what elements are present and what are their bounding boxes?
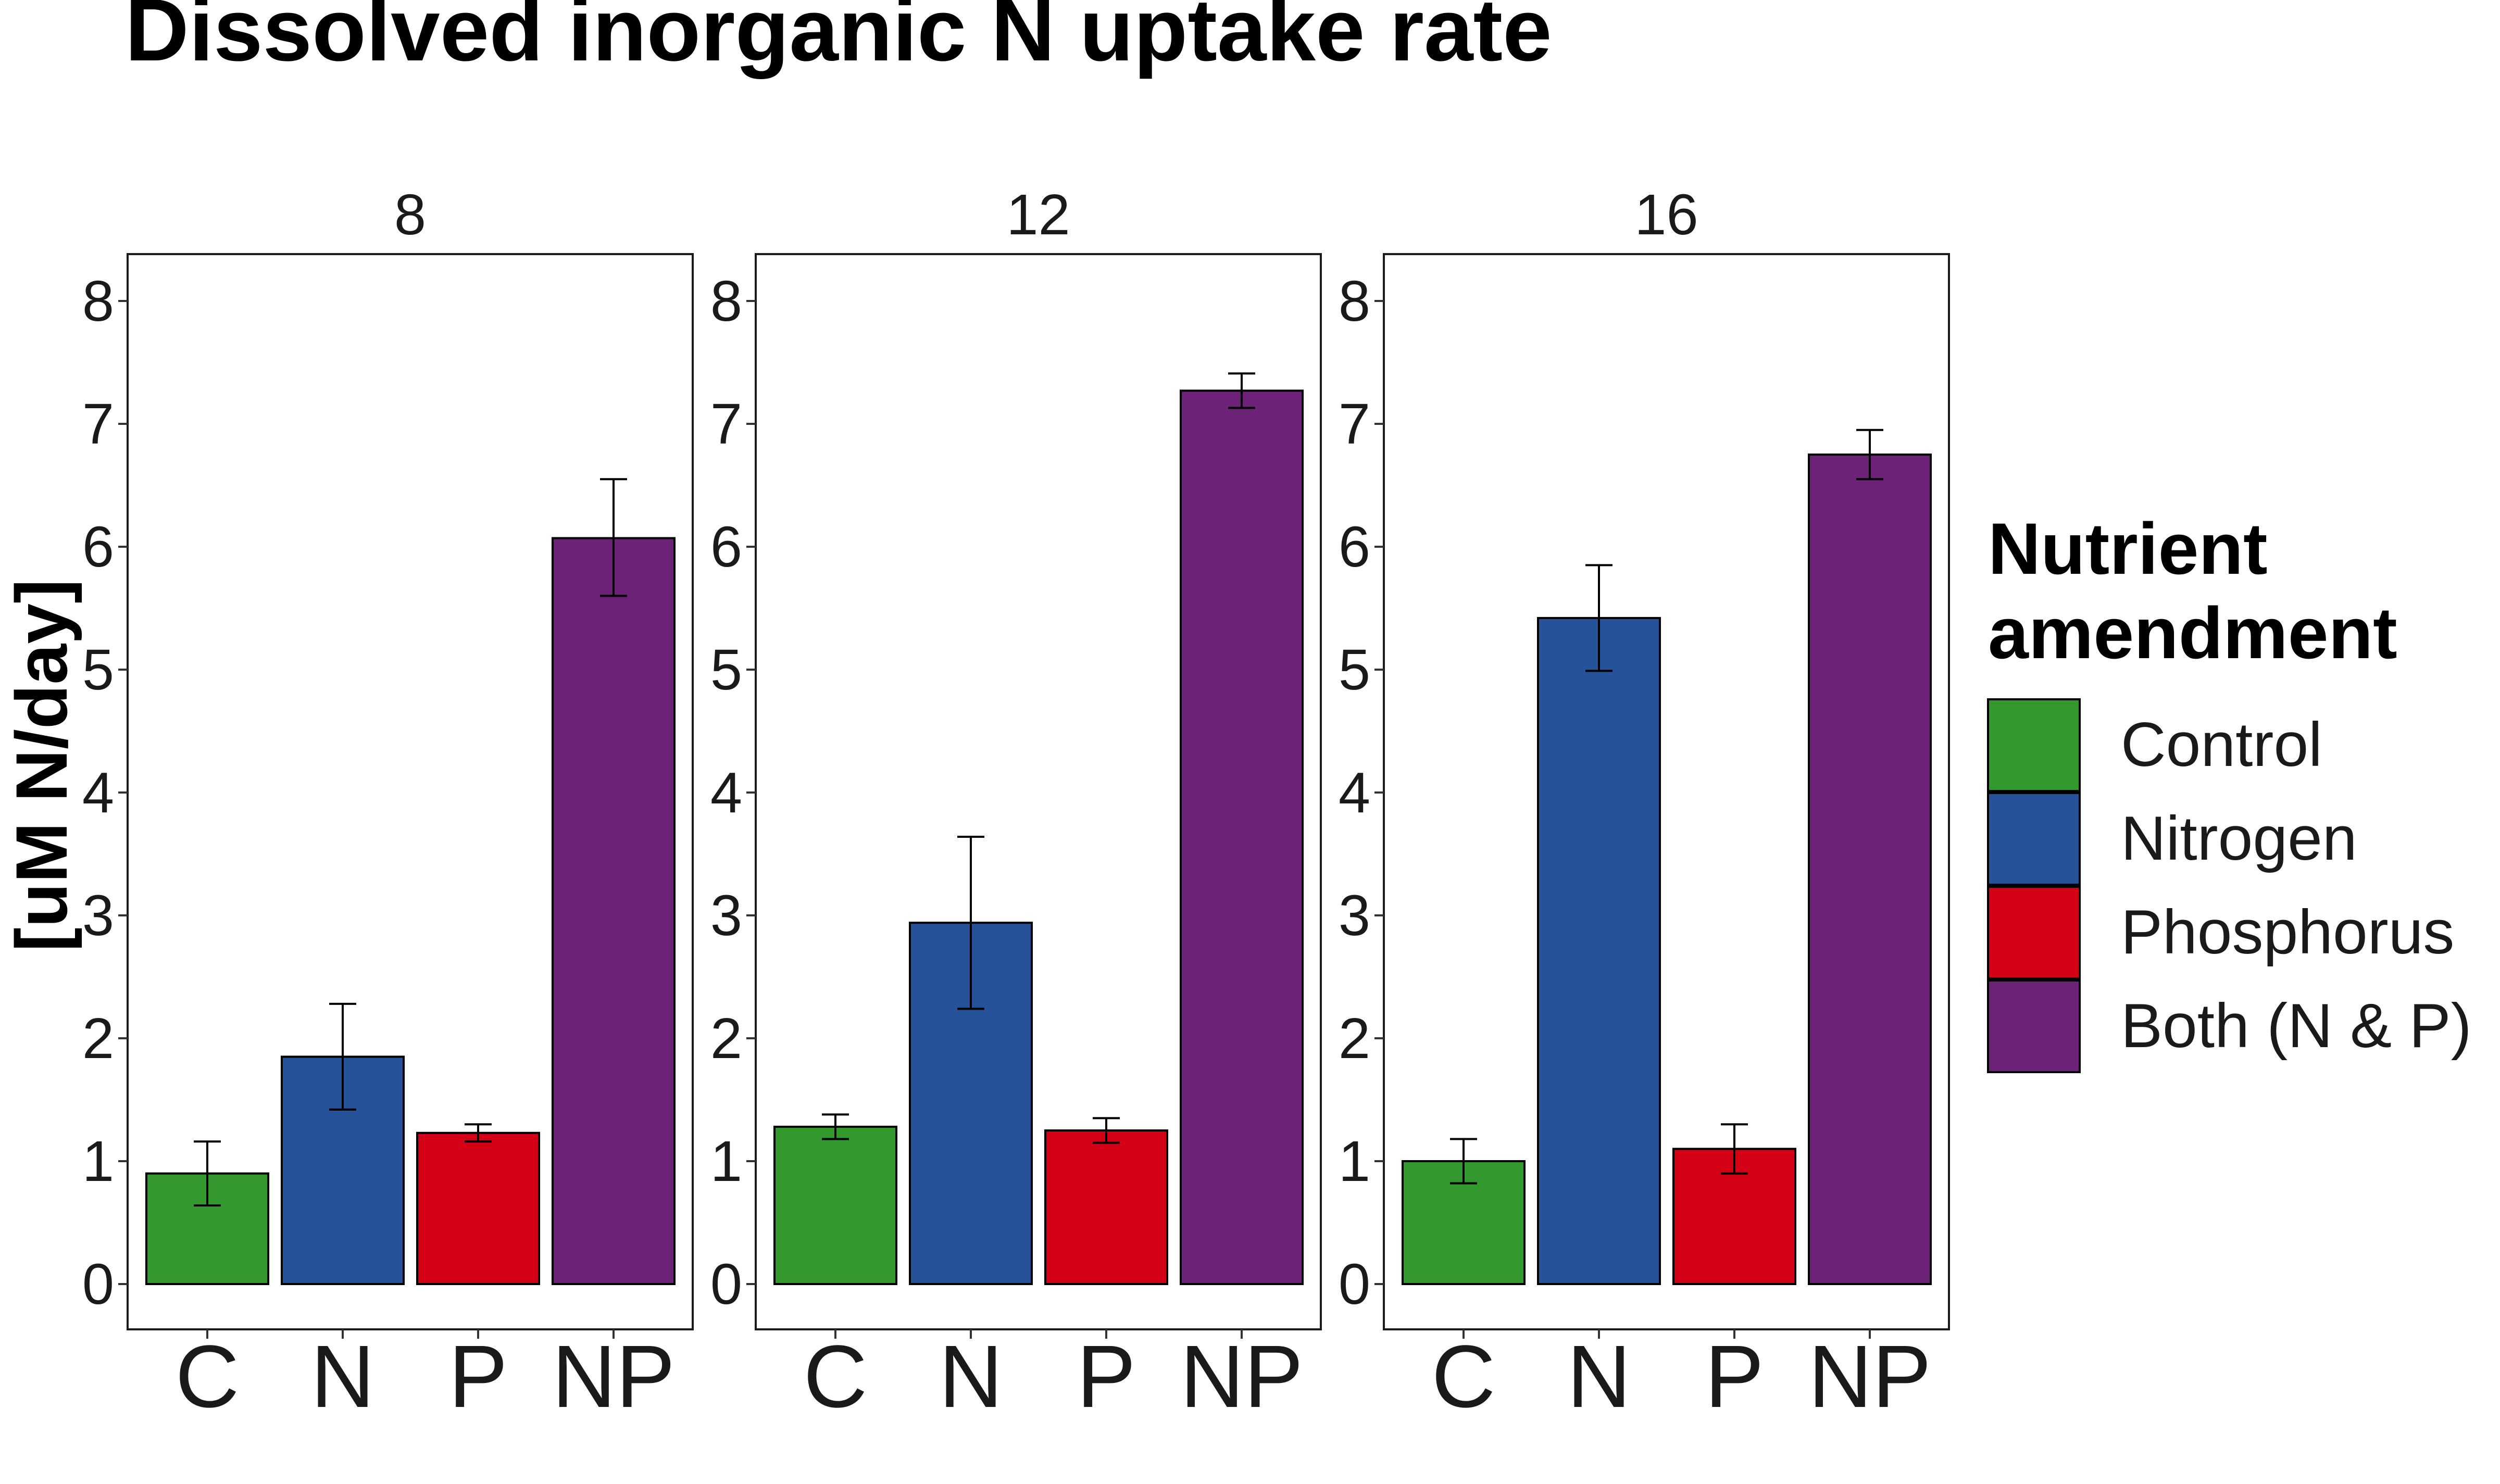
facet-label: 12 <box>1006 183 1070 247</box>
y-tick-label: 2 <box>710 1007 742 1071</box>
error-bar-C <box>822 1113 849 1140</box>
y-tick-label: 4 <box>710 761 742 825</box>
legend-swatch <box>1987 979 2081 1073</box>
y-tick-label: 3 <box>1339 884 1370 948</box>
error-bar-P <box>1093 1117 1120 1144</box>
x-tick-label-N: N <box>311 1327 375 1426</box>
y-tick-label: 7 <box>1339 392 1370 456</box>
bar-P <box>1044 1129 1168 1285</box>
y-tick-label: 5 <box>1339 638 1370 702</box>
error-bar-NP <box>1856 429 1883 481</box>
bar-NP <box>1180 389 1304 1285</box>
error-bar-NP <box>600 478 627 597</box>
error-bar-P <box>465 1123 492 1143</box>
legend-item: Phosphorus <box>1987 886 2454 979</box>
y-tick-label: 8 <box>1339 269 1370 333</box>
y-tick-label: 5 <box>82 638 114 702</box>
y-tick-label: 2 <box>1339 1007 1370 1071</box>
legend-item: Nitrogen <box>1987 792 2357 886</box>
error-bar-P <box>1721 1123 1748 1175</box>
legend-swatch <box>1987 698 2081 792</box>
x-tick-label-P: P <box>1705 1327 1764 1426</box>
legend-item: Control <box>1987 698 2322 792</box>
error-bar-NP <box>1228 372 1255 409</box>
x-tick-label-C: C <box>804 1327 868 1426</box>
y-tick-label: 0 <box>82 1252 114 1316</box>
legend-label: Phosphorus <box>2121 897 2454 967</box>
bar-C <box>773 1125 897 1285</box>
y-tick-label: 7 <box>710 392 742 456</box>
x-tick-label-NP: NP <box>1180 1327 1303 1426</box>
legend-label: Nitrogen <box>2121 803 2357 873</box>
error-bar-C <box>194 1140 221 1206</box>
bar-N <box>1537 617 1661 1285</box>
error-bar-N <box>1585 564 1613 672</box>
legend: Nutrient amendment Control Nitrogen Phosph… <box>1987 508 2472 1073</box>
x-tick-label-C: C <box>1432 1327 1496 1426</box>
bar-P <box>416 1131 540 1285</box>
legend-items: Control Nitrogen Phosphorus Both (N & P) <box>1987 698 2472 1073</box>
y-tick-label: 8 <box>710 269 742 333</box>
bar-NP <box>1808 454 1932 1285</box>
y-tick-label: 0 <box>710 1252 742 1316</box>
y-tick-label: 8 <box>82 269 114 333</box>
legend-swatch <box>1987 886 2081 979</box>
y-tick-label: 4 <box>1339 761 1370 825</box>
y-tick-label: 0 <box>1339 1252 1370 1316</box>
legend-label: Both (N & P) <box>2121 991 2472 1061</box>
legend-swatch <box>1987 792 2081 886</box>
bar-NP <box>552 537 676 1285</box>
y-tick-label: 6 <box>82 515 114 579</box>
y-tick-label: 2 <box>82 1007 114 1071</box>
y-tick-label: 1 <box>82 1129 114 1193</box>
y-tick-label: 5 <box>710 638 742 702</box>
x-tick-label-NP: NP <box>552 1327 675 1426</box>
x-tick-label-P: P <box>448 1327 507 1426</box>
y-tick-label: 3 <box>710 884 742 948</box>
facet-label: 16 <box>1634 183 1698 247</box>
legend-label: Control <box>2121 710 2322 779</box>
facet-label: 8 <box>394 183 426 247</box>
error-bar-N <box>329 1002 356 1111</box>
x-tick-label-NP: NP <box>1808 1327 1931 1426</box>
y-tick-label: 1 <box>1339 1129 1370 1193</box>
y-tick-label: 1 <box>710 1129 742 1193</box>
x-tick-label-N: N <box>939 1327 1003 1426</box>
x-tick-label-C: C <box>176 1327 240 1426</box>
x-tick-label-P: P <box>1077 1327 1135 1426</box>
y-tick-label: 6 <box>710 515 742 579</box>
x-tick-label-N: N <box>1567 1327 1631 1426</box>
y-axis-title: [uM N/day] <box>1 579 82 952</box>
error-bar-C <box>1450 1138 1477 1185</box>
y-tick-label: 4 <box>82 761 114 825</box>
y-tick-label: 3 <box>82 884 114 948</box>
legend-item: Both (N & P) <box>1987 979 2472 1073</box>
y-tick-label: 7 <box>82 392 114 456</box>
error-bar-N <box>957 835 984 1010</box>
legend-title-line2: amendment <box>1988 592 2397 674</box>
legend-title: Nutrient <box>1988 508 2268 589</box>
y-tick-label: 6 <box>1339 515 1370 579</box>
chart-title: Dissolved inorganic N uptake rate <box>125 0 1552 80</box>
